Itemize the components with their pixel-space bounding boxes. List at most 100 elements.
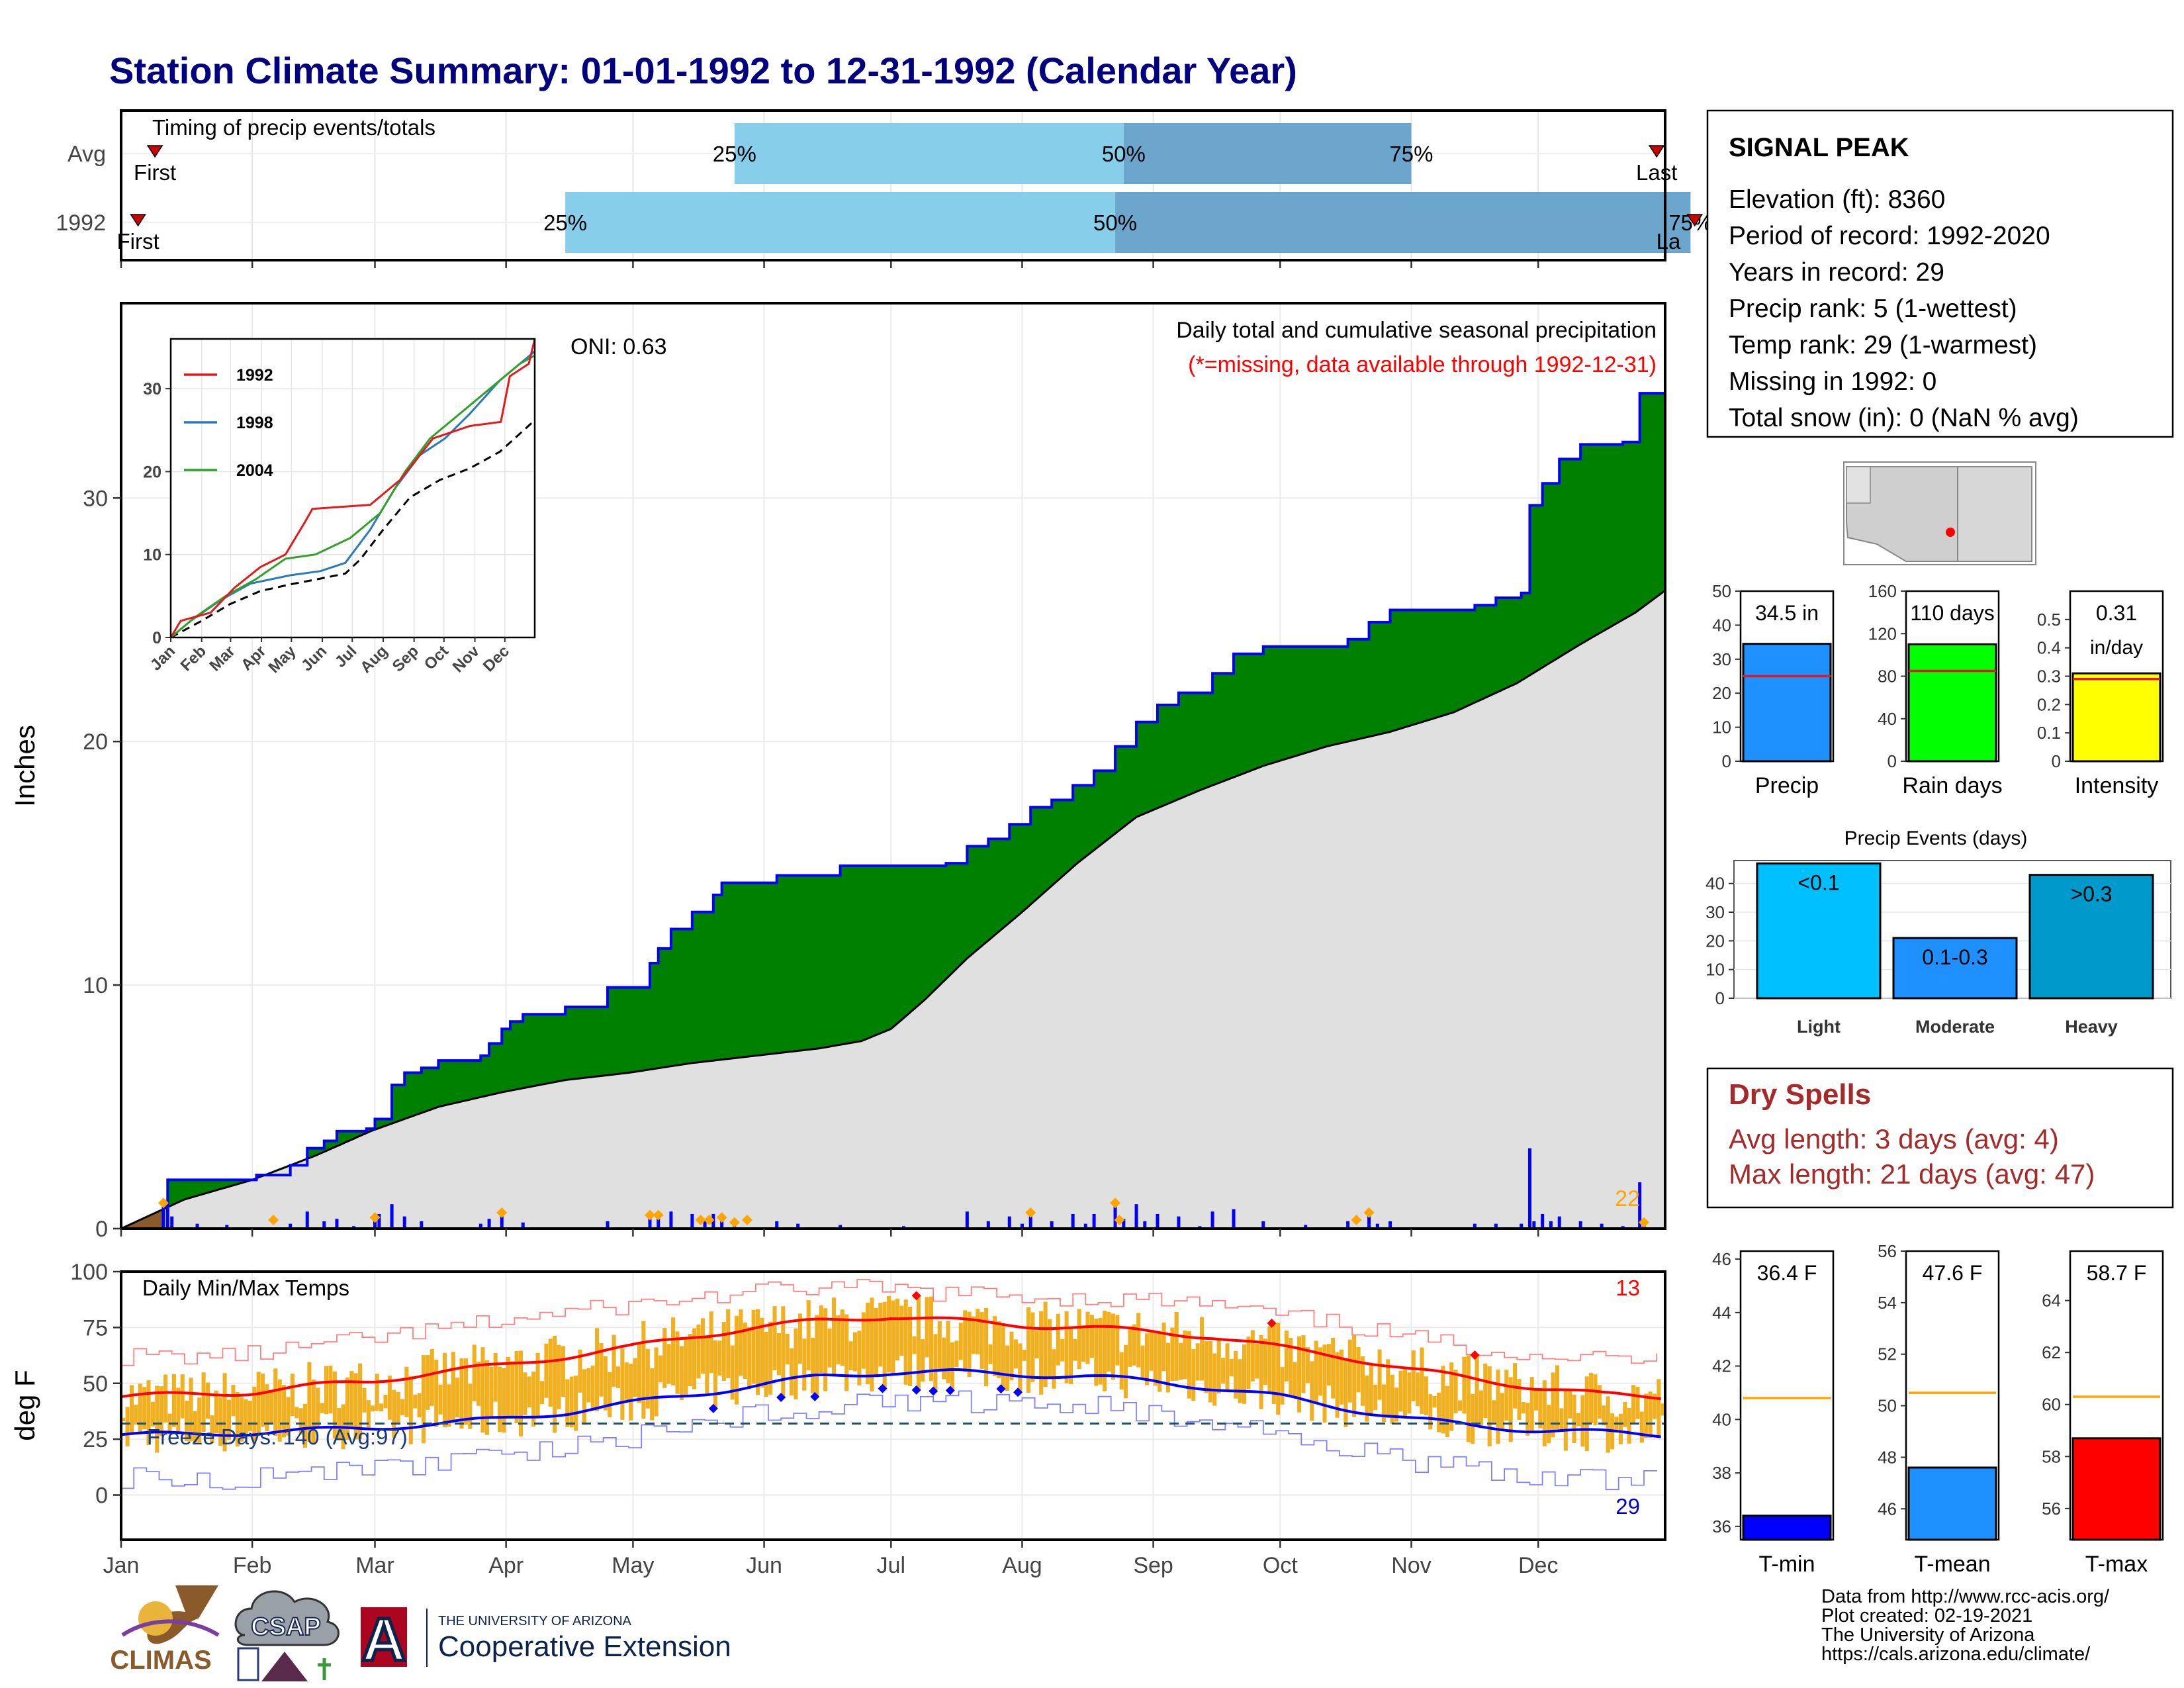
daily-precip-bar [195, 1223, 199, 1229]
temp-chart-ytick-label: 64 [2042, 1291, 2061, 1311]
month-label: Feb [233, 1553, 272, 1578]
daily-precip-bar [1520, 1223, 1524, 1229]
station-years: Years in record: 29 [1729, 258, 1944, 287]
last-event-marker [1686, 214, 1704, 227]
temp-chart-ytick-label: 56 [2042, 1499, 2061, 1519]
inset-month-label: Apr [238, 642, 269, 674]
daily-precip-bar [521, 1222, 525, 1229]
timing-bar-second-half-1 [1115, 192, 1691, 253]
daily-precip-bar [1050, 1221, 1054, 1229]
timing-row-label-year: 1992 [56, 211, 106, 236]
daily-precip-bar [690, 1213, 694, 1229]
precip-event-marker [369, 1212, 381, 1223]
csap-logo-cloud [234, 1590, 340, 1646]
record-min-line [121, 1390, 1658, 1491]
month-label: Nov [1391, 1553, 1431, 1578]
mini-chart-label: Rain days [1902, 773, 2002, 798]
record-low-marker [878, 1383, 887, 1393]
daily-precip-bar [1532, 1221, 1536, 1229]
record-low-marker [708, 1403, 718, 1413]
events-bar [1756, 862, 1882, 1000]
daily-precip-bar [1007, 1216, 1011, 1229]
page-title: Station Climate Summary: 01-01-1992 to 1… [109, 50, 1297, 91]
dry-spells-title: Dry Spells [1729, 1078, 1871, 1111]
temp-chart-value-label: 58.7 F [2087, 1261, 2147, 1285]
freeze-days-label: Freeze Days: 140 (Avg:97) [147, 1425, 408, 1449]
events-ytick-label: 10 [1706, 960, 1725, 980]
daily-precip-bar [1578, 1221, 1582, 1229]
daily-precip-bar [377, 1213, 381, 1229]
daily-precip-bar [420, 1221, 424, 1229]
temp-ytick-label: 75 [83, 1315, 108, 1340]
daily-precip-bar [1375, 1223, 1379, 1229]
temp-chart-t-max: 58.7 F 56 58 60 62 64 T-max [2042, 1250, 2164, 1577]
timing-bar-first-half-1 [565, 192, 1116, 253]
mini-chart-ytick-label: 50 [1712, 581, 1731, 601]
average-min-line [120, 1368, 1661, 1438]
precip-event-count: 22 [1615, 1186, 1640, 1211]
temp-chart-ytick-label: 46 [1712, 1249, 1731, 1269]
temp-chart-ytick-label: 62 [2042, 1342, 2061, 1362]
temp-chart-value-label: 47.6 F [1923, 1261, 1983, 1285]
temp-frame [120, 1270, 1666, 1541]
temp-chart-ytick-label: 38 [1712, 1463, 1731, 1483]
daily-precip-bar [1367, 1213, 1371, 1229]
inset-month-label: Dec [480, 642, 513, 675]
temp-chart-ytick-label: 48 [1878, 1447, 1897, 1467]
daily-precip-bar [1388, 1221, 1392, 1229]
daily-precip-bar [1473, 1223, 1477, 1229]
inset-ytick-label: 30 [143, 380, 161, 399]
mini-chart-ytick-label: 40 [1712, 615, 1731, 635]
daily-precip-bar [1083, 1223, 1087, 1229]
temp-chart-label: T-max [2085, 1552, 2148, 1577]
inset-ytick-label: 0 [152, 629, 161, 647]
last-event-label-clipped: La [1657, 229, 1681, 254]
daily-precip-bar [720, 1219, 724, 1229]
timing-title: Timing of precip events/totals [152, 115, 435, 140]
daily-precip-bar [1549, 1221, 1553, 1229]
record-low-marker [911, 1385, 921, 1395]
daily-precip-bar [965, 1211, 969, 1229]
daily-precip-bar [1143, 1221, 1147, 1229]
inset-legend-label: 1998 [236, 414, 273, 432]
mini-chart-ytick-label: 0 [2052, 751, 2061, 771]
daily-precip-bar [1232, 1209, 1236, 1229]
daily-precip-bar [402, 1216, 406, 1229]
mini-chart-ytick-label: 160 [1868, 581, 1897, 601]
timing-pct-label: 25% [713, 142, 756, 166]
mini-chart-bar [2071, 672, 2161, 763]
mini-chart-ytick-label: 0 [1722, 751, 1731, 771]
daily-precip-bar [1346, 1221, 1350, 1229]
station-missing: Missing in 1992: 0 [1729, 367, 1936, 396]
climas-logo-text: CLIMAS [110, 1646, 211, 1675]
record-high-marker [911, 1291, 921, 1301]
mini-chart-ytick-label: 0.3 [2037, 667, 2061, 686]
first-event-label: First [134, 160, 176, 185]
precip-ytick-label: 30 [83, 486, 108, 511]
month-label: Aug [1002, 1553, 1042, 1578]
footer-plot-created: Plot created: 02-19-2021 [1821, 1605, 2032, 1626]
temp-title: Daily Min/Max Temps [142, 1276, 349, 1300]
temp-chart-ytick-label: 54 [1878, 1293, 1897, 1313]
precip-event-marker [704, 1214, 715, 1225]
daily-precip-bar [1071, 1213, 1075, 1229]
precip-event-marker [1351, 1214, 1362, 1225]
daily-precip-bar [775, 1221, 779, 1229]
last-event-label: Last [1636, 160, 1677, 185]
mini-chart-bar [1907, 643, 1997, 763]
mini-chart-intensity: 0.31 in/day 0 0.1 0.2 0.3 0.4 0.5 Intensity [2037, 590, 2164, 798]
first-event-label: First [116, 229, 159, 254]
footer: Data from http://www.rcc-acis.org/ Plot … [110, 1585, 2110, 1681]
mini-chart-ytick-label: 20 [1712, 683, 1731, 703]
precip-ytick-label: 0 [95, 1217, 108, 1242]
temp-chart-ytick-label: 56 [1878, 1241, 1897, 1261]
daily-precip-bar [165, 1204, 169, 1229]
daily-precip-bar [1600, 1223, 1604, 1229]
record-low-marker [929, 1386, 938, 1396]
record-low-marker [945, 1385, 955, 1395]
daily-precip-bar [1638, 1182, 1642, 1229]
csap-logo-mountain [261, 1652, 308, 1681]
daily-precip-bar [305, 1211, 309, 1229]
timing-pct-label: 25% [543, 211, 587, 235]
